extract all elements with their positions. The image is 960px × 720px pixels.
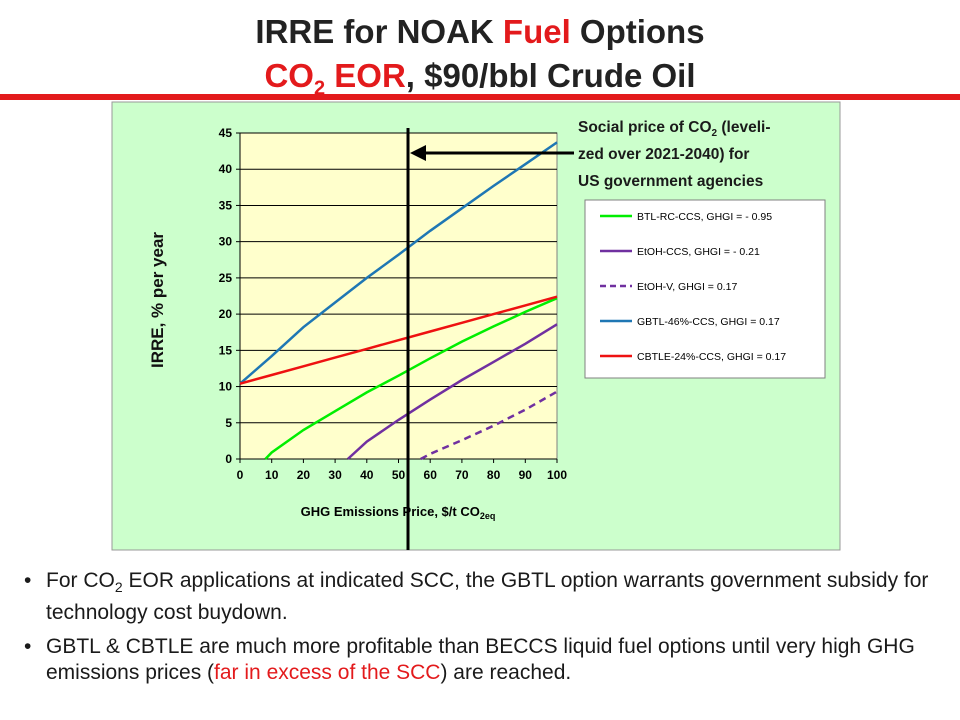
y-tick-label: 25 xyxy=(219,271,233,285)
bullet-2-text-a: GBTL & CBTLE are much more profitable th… xyxy=(46,635,915,685)
annotation-arrow-head xyxy=(410,145,427,161)
x-tick-label: 10 xyxy=(265,468,279,482)
annotation-line-1: Social price of CO2 (leveli- xyxy=(578,119,771,139)
series-group xyxy=(239,141,558,461)
y-tick-label: 40 xyxy=(219,162,233,176)
x-tick-label: 30 xyxy=(328,468,342,482)
legend: BTL-RC-CCS, GHGI = - 0.95 EtOH-CCS, GHGI … xyxy=(600,211,786,363)
bullet-item-1: • For CO2 EOR applications at indicated S… xyxy=(24,568,954,626)
bullet-1-text-a: For CO xyxy=(46,569,115,592)
annotation-line-2: zed over 2021-2040) for xyxy=(578,146,749,163)
y-tick-label: 45 xyxy=(219,126,233,140)
bullet-1-sub: 2 xyxy=(114,579,123,596)
plot-area xyxy=(239,132,558,460)
subtitle-rest: , $90/bbl Crude Oil xyxy=(405,57,696,94)
y-tick-label: 5 xyxy=(225,416,232,430)
legend-label: CBTLE-24%-CCS, GHGI = 0.17 xyxy=(637,351,786,363)
x-tick-label: 70 xyxy=(455,468,469,482)
x-tick-label: 0 xyxy=(237,468,244,482)
y-tick-label: 10 xyxy=(219,380,233,394)
annotation-line-1b: (leveli- xyxy=(717,119,770,136)
x-tick-label: 20 xyxy=(297,468,311,482)
series-line-2 xyxy=(346,323,558,460)
subtitle-co: CO xyxy=(264,57,314,94)
x-tick-label: 50 xyxy=(392,468,406,482)
annotation-line-1a: Social price of CO xyxy=(578,119,712,136)
series-line-4 xyxy=(239,141,558,385)
slide-title: IRRE for NOAK Fuel Options xyxy=(0,12,960,52)
y-tick-label: 0 xyxy=(225,452,232,466)
x-tick-label: 100 xyxy=(547,468,567,482)
title-fuel-word: Fuel xyxy=(502,13,571,50)
y-tick-label: 20 xyxy=(219,307,233,321)
x-axis-label-main: GHG Emissions Price, $/t CO xyxy=(301,504,480,519)
y-tick-label: 30 xyxy=(219,235,233,249)
series-line-3 xyxy=(420,390,558,461)
x-tick-label: 60 xyxy=(424,468,438,482)
title-part1: IRRE for NOAK xyxy=(255,13,503,50)
bullet-marker: • xyxy=(24,569,32,592)
title-divider xyxy=(0,94,960,100)
legend-label: EtOH-V, GHGI = 0.17 xyxy=(637,281,737,293)
x-axis-label-sub: 2eq xyxy=(480,511,496,521)
subtitle-eor: EOR xyxy=(325,57,406,94)
bullet-2-text-b: ) are reached. xyxy=(440,661,572,685)
bullet-item-2: • GBTL & CBTLE are much more profitable t… xyxy=(24,634,954,686)
y-tick-label: 35 xyxy=(219,198,233,212)
legend-label: EtOH-CCS, GHGI = - 0.21 xyxy=(637,246,760,258)
y-tick-label: 15 xyxy=(219,343,233,357)
grid-lines xyxy=(236,132,558,463)
title-part2: Options xyxy=(570,13,705,50)
legend-box xyxy=(584,199,826,379)
tick-labels: 0 5 10 15 20 25 30 35 40 45 0 10 20 30 40 50 60 70 80 90 100 xyxy=(219,126,568,482)
x-tick-label: 90 xyxy=(519,468,533,482)
legend-label: BTL-RC-CCS, GHGI = - 0.95 xyxy=(637,211,772,223)
x-tick-label: 80 xyxy=(487,468,501,482)
annotation-line-1-sub: 2 xyxy=(712,128,718,139)
bullet-1-text-b: EOR applications at indicated SCC, the G… xyxy=(46,569,929,625)
bullet-2-red-text: far in excess of the SCC xyxy=(214,661,441,685)
series-line-1 xyxy=(264,297,558,460)
bullet-list: • For CO2 EOR applications at indicated S… xyxy=(24,568,954,694)
slide-subtitle: CO2 EOR, $90/bbl Crude Oil xyxy=(0,56,960,94)
y-axis-label: IRRE, % per year xyxy=(148,232,167,368)
legend-label: GBTL-46%-CCS, GHGI = 0.17 xyxy=(637,316,780,328)
subtitle-co-sub: 2 xyxy=(313,77,326,94)
series-line-5 xyxy=(239,295,558,385)
x-axis-label: GHG Emissions Price, $/t CO2eq xyxy=(301,504,496,521)
x-tick-label: 40 xyxy=(360,468,374,482)
annotation-line-3: US government agencies xyxy=(578,173,763,190)
bullet-marker: • xyxy=(24,635,32,659)
